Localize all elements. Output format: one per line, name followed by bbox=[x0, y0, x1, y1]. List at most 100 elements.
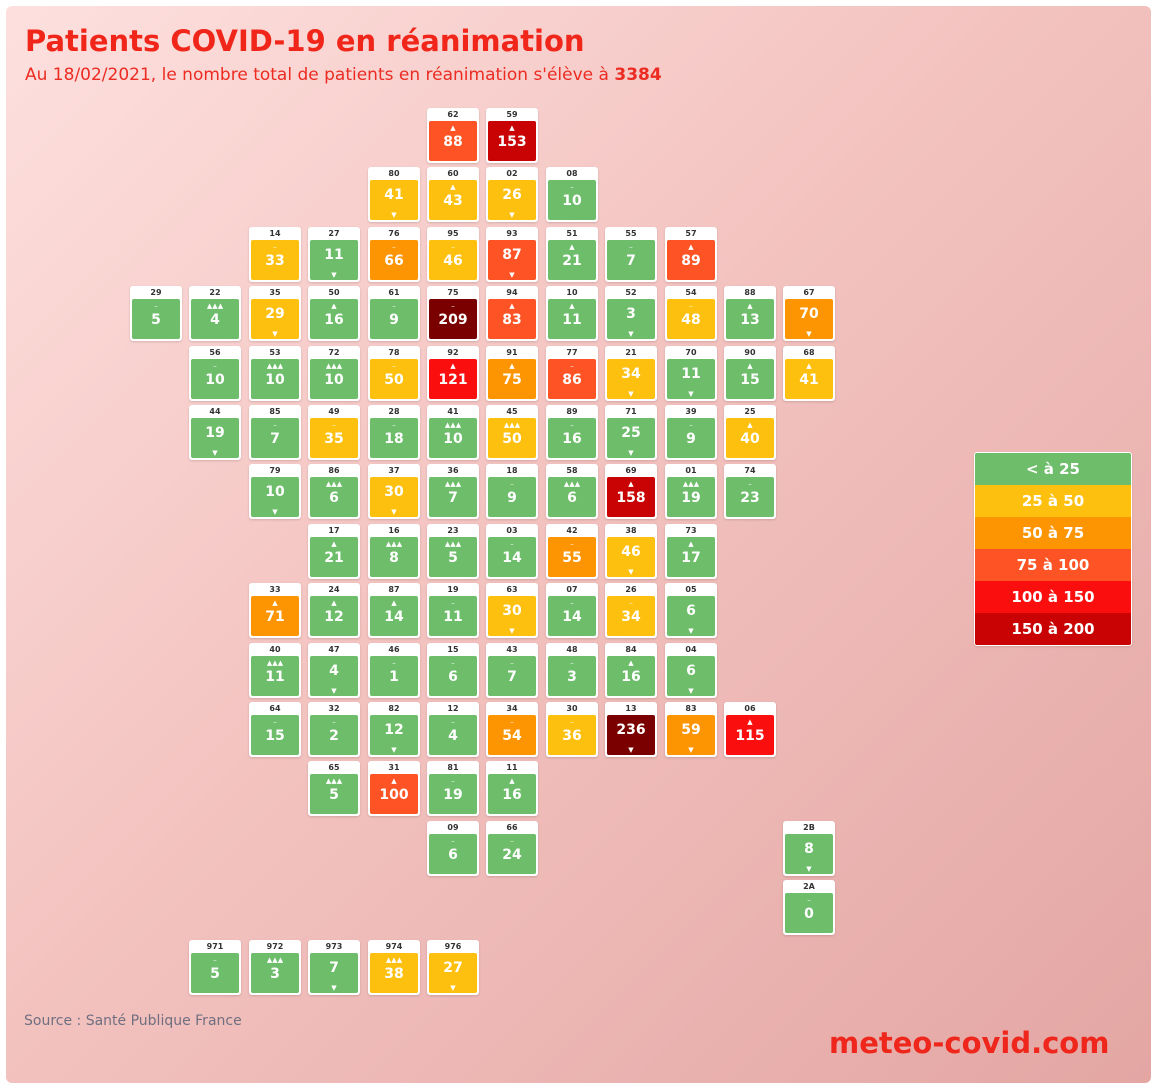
department-code: 973 bbox=[325, 942, 343, 951]
patient-count: 8 bbox=[389, 550, 399, 566]
department-tile-51: 51 ▲ 21 bbox=[546, 227, 598, 282]
value-box: ▲ 41 bbox=[785, 359, 833, 399]
trend-down-icon: ▼ bbox=[806, 330, 812, 338]
subtitle-text: Au 18/02/2021, le nombre total de patien… bbox=[25, 65, 615, 85]
department-code: 07 bbox=[566, 585, 578, 594]
value-box: 26 ▼ bbox=[488, 180, 536, 220]
patient-count: 11 bbox=[562, 312, 582, 328]
value-box: ▲ 17 bbox=[667, 537, 715, 577]
patient-count: 50 bbox=[502, 431, 522, 447]
trend-down-icon: ▼ bbox=[628, 746, 634, 754]
department-tile-69: 69 ▲ 158 bbox=[605, 464, 657, 519]
department-tile-54: 54 – 48 bbox=[665, 286, 717, 341]
patient-count: 41 bbox=[799, 372, 819, 388]
trend-strong-up-icon: ▲▲▲ bbox=[682, 480, 700, 488]
value-box: 46 ▼ bbox=[607, 537, 655, 577]
value-box: – 54 bbox=[488, 715, 536, 755]
department-tile-27: 27 11 ▼ bbox=[308, 227, 360, 282]
department-code: 51 bbox=[566, 229, 578, 238]
patient-count: 41 bbox=[384, 187, 404, 203]
department-code: 65 bbox=[328, 763, 340, 772]
patient-count: 36 bbox=[562, 728, 582, 744]
value-box: ▲ 43 bbox=[429, 180, 477, 220]
trend-stable-icon: – bbox=[807, 896, 811, 904]
patient-count: 30 bbox=[502, 603, 522, 619]
value-box: 41 ▼ bbox=[370, 180, 418, 220]
value-box: –9 bbox=[667, 418, 715, 458]
department-code: 49 bbox=[328, 407, 340, 416]
department-code: 91 bbox=[506, 348, 518, 357]
department-code: 33 bbox=[269, 585, 281, 594]
trend-stable-icon: – bbox=[392, 659, 396, 667]
trend-down-icon: ▼ bbox=[628, 390, 634, 398]
trend-stable-icon: – bbox=[510, 540, 514, 548]
department-code: 974 bbox=[385, 942, 403, 951]
department-tile-73: 73 ▲ 17 bbox=[665, 524, 717, 579]
patient-count: 88 bbox=[443, 134, 463, 150]
patient-count: 9 bbox=[686, 431, 696, 447]
patient-count: 10 bbox=[443, 431, 463, 447]
department-tile-39: 39–9 bbox=[665, 405, 717, 460]
value-box: –7 bbox=[251, 418, 299, 458]
department-code: 52 bbox=[625, 288, 637, 297]
value-box: 11 ▼ bbox=[310, 240, 358, 280]
patient-count: 11 bbox=[681, 366, 701, 382]
department-tile-72: 72 ▲▲▲ 10 bbox=[308, 346, 360, 401]
department-tile-23: 23 ▲▲▲ 5 bbox=[427, 524, 479, 579]
value-box: ▲▲▲ 8 bbox=[370, 537, 418, 577]
department-code: 79 bbox=[269, 466, 281, 475]
patient-count: 6 bbox=[686, 603, 696, 619]
value-box: ▲ 89 bbox=[667, 240, 715, 280]
patient-count: 1 bbox=[389, 669, 399, 685]
patient-count: 21 bbox=[324, 550, 344, 566]
value-box: –5 bbox=[191, 953, 239, 993]
department-tile-05: 05 6 ▼ bbox=[665, 583, 717, 638]
patient-count: 46 bbox=[621, 544, 641, 560]
value-box: – 23 bbox=[726, 477, 774, 517]
department-code: 06 bbox=[744, 704, 756, 713]
value-box: ▲▲▲ 11 bbox=[251, 656, 299, 696]
value-box: ▲ 158 bbox=[607, 477, 655, 517]
patient-count: 16 bbox=[621, 669, 641, 685]
patient-count: 34 bbox=[621, 366, 641, 382]
department-tile-56: 56 – 10 bbox=[189, 346, 241, 401]
department-tile-07: 07 – 14 bbox=[546, 583, 598, 638]
department-code: 02 bbox=[506, 169, 518, 178]
value-box: – 209 bbox=[429, 299, 477, 339]
trend-strong-up-icon: ▲▲▲ bbox=[206, 302, 224, 310]
trend-stable-icon: – bbox=[510, 718, 514, 726]
department-code: 69 bbox=[625, 466, 637, 475]
department-tile-10: 10 ▲ 11 bbox=[546, 286, 598, 341]
value-box: 6 ▼ bbox=[667, 596, 715, 636]
department-tile-60: 60 ▲ 43 bbox=[427, 167, 479, 222]
value-box: 87 ▼ bbox=[488, 240, 536, 280]
trend-stable-icon: – bbox=[570, 718, 574, 726]
department-tile-22: 22 ▲▲▲ 4 bbox=[189, 286, 241, 341]
value-box: ▲ 40 bbox=[726, 418, 774, 458]
department-tile-86: 86 ▲▲▲ 6 bbox=[308, 464, 360, 519]
trend-up-icon: ▲ bbox=[391, 777, 397, 785]
patient-count: 7 bbox=[448, 490, 458, 506]
patient-count: 87 bbox=[502, 247, 522, 263]
department-tile-49: 49 – 35 bbox=[308, 405, 360, 460]
patient-count: 115 bbox=[735, 728, 765, 744]
value-box: –7 bbox=[607, 240, 655, 280]
department-code: 26 bbox=[625, 585, 637, 594]
value-box: – 55 bbox=[548, 537, 596, 577]
department-tile-971: 971–5 bbox=[189, 940, 241, 995]
department-tile-71: 71 25 ▼ bbox=[605, 405, 657, 460]
department-code: 73 bbox=[685, 526, 697, 535]
department-tile-13: 13 236 ▼ bbox=[605, 702, 657, 757]
trend-stable-icon: – bbox=[392, 302, 396, 310]
value-box: –3 bbox=[548, 656, 596, 696]
department-code: 23 bbox=[447, 526, 459, 535]
department-code: 41 bbox=[447, 407, 459, 416]
value-box: ▲ 11 bbox=[548, 299, 596, 339]
trend-strong-up-icon: ▲▲▲ bbox=[444, 421, 462, 429]
patient-count: 10 bbox=[265, 484, 285, 500]
value-box: ▲▲▲ 5 bbox=[429, 537, 477, 577]
trend-stable-icon: – bbox=[451, 243, 455, 251]
patient-count: 9 bbox=[389, 312, 399, 328]
department-tile-32: 32–2 bbox=[308, 702, 360, 757]
trend-down-icon: ▼ bbox=[331, 984, 337, 992]
